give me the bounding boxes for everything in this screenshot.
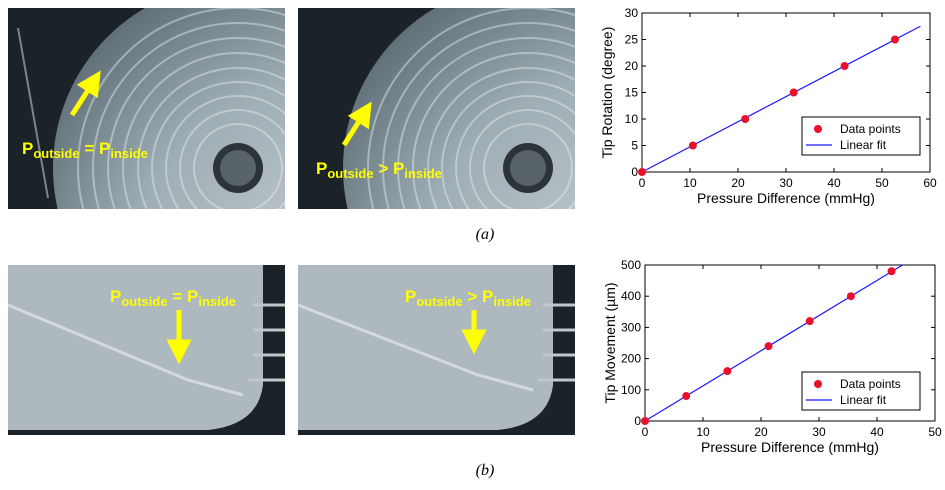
- data-point: [638, 168, 646, 176]
- y-tick-label: 30: [625, 6, 639, 20]
- x-tick-label: 10: [696, 425, 710, 439]
- caption-a: (a): [475, 226, 495, 243]
- x-tick-label: 50: [928, 425, 942, 439]
- data-point: [741, 115, 750, 123]
- y-tick-label: 20: [625, 59, 639, 73]
- y-tick-label: 100: [621, 383, 641, 397]
- x-tick-label: 40: [827, 176, 841, 190]
- y-axis-label: Tip Rotation (degree): [599, 27, 615, 159]
- x-tick-label: 30: [812, 425, 826, 439]
- caption-b: (b): [475, 462, 495, 479]
- photo-b-equal: [8, 265, 285, 435]
- plot-frame: [644, 264, 936, 422]
- data-point: [887, 267, 896, 276]
- y-tick-label: 400: [621, 289, 641, 303]
- photo-a-greater: [298, 8, 575, 209]
- y-tick-label: 25: [625, 33, 639, 47]
- y-tick-label: 0: [634, 414, 641, 428]
- fit-line: [641, 25, 921, 173]
- y-tick-label: 300: [621, 320, 641, 334]
- x-tick-label: 10: [683, 176, 697, 190]
- legend-box: [801, 371, 921, 411]
- legend-marker: [814, 380, 822, 388]
- x-tick-label: 50: [875, 176, 889, 190]
- y-tick-label: 0: [631, 165, 638, 179]
- y-tick-label: 15: [625, 86, 639, 100]
- data-point: [682, 392, 691, 401]
- x-tick-label: 20: [754, 425, 768, 439]
- y-tick-label: 200: [621, 352, 641, 366]
- data-point: [805, 317, 814, 326]
- y-tick-label: 5: [631, 139, 638, 153]
- legend-box: [801, 116, 921, 156]
- data-point: [789, 88, 798, 97]
- legend-label: Linear fit: [840, 138, 887, 152]
- x-tick-label: 0: [639, 176, 646, 190]
- x-tick-label: 40: [870, 425, 884, 439]
- x-axis-label: Pressure Difference (mmHg): [701, 439, 879, 455]
- legend-label: Data points: [840, 122, 901, 136]
- data-point: [846, 292, 855, 301]
- data-point: [688, 141, 697, 150]
- y-tick-label: 500: [621, 258, 641, 272]
- y-axis-label: Tip Movement (µm): [602, 282, 618, 403]
- label-a1: Poutside = Pinside: [22, 139, 148, 161]
- data-point: [641, 417, 649, 425]
- data-point: [764, 342, 773, 351]
- label-b1: Poutside = Pinside: [110, 287, 236, 309]
- data-point: [890, 35, 899, 44]
- x-tick-label: 0: [642, 425, 649, 439]
- y-tick-label: 10: [625, 112, 639, 126]
- label-a2: Poutside > Pinside: [316, 159, 442, 181]
- photo-b-greater: [298, 265, 575, 435]
- x-tick-label: 30: [779, 176, 793, 190]
- data-point: [840, 62, 849, 70]
- legend-marker: [814, 125, 822, 133]
- data-point: [723, 367, 732, 376]
- x-axis-label: Pressure Difference (mmHg): [697, 190, 875, 206]
- x-tick-label: 60: [923, 176, 937, 190]
- label-b2: Poutside > Pinside: [405, 287, 531, 309]
- photo-a-equal: [8, 8, 285, 209]
- x-tick-label: 20: [731, 176, 745, 190]
- legend-label: Data points: [840, 377, 901, 391]
- legend-label: Linear fit: [840, 393, 887, 407]
